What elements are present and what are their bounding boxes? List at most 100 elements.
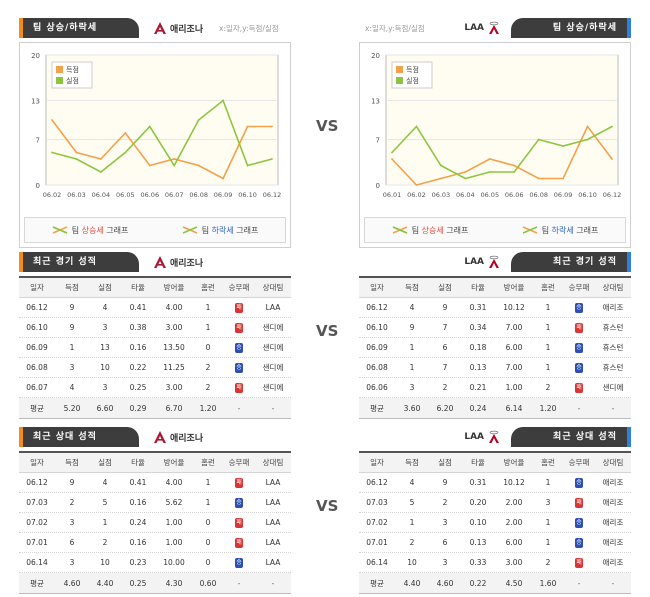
- lose-badge-icon: 패: [235, 518, 243, 528]
- average-cell: 0.24: [469, 403, 487, 413]
- table-cell: 4: [102, 303, 108, 312]
- table-row: 06.08 1 7 0.13 7.00 1 승 휴스턴: [359, 358, 631, 378]
- table-cell: 1: [409, 343, 415, 352]
- table-cell: 7.00: [505, 363, 523, 372]
- table-cell: 2: [205, 383, 211, 392]
- table-row: 06.12 9 4 0.41 4.00 1 패 LAA: [19, 298, 291, 318]
- column-header: 승무패: [228, 458, 250, 467]
- result-cell: 승: [223, 362, 255, 373]
- team-name: LAA: [464, 255, 501, 269]
- data-point: [197, 119, 200, 121]
- lose-badge-icon: 패: [575, 383, 583, 393]
- table-cell: 0: [205, 558, 211, 567]
- team-label: 애리조나: [170, 433, 204, 444]
- result-cell: 패: [223, 517, 255, 528]
- data-point: [611, 125, 613, 128]
- x-tick-label: 06.01: [383, 191, 402, 199]
- table-cell: 0.25: [129, 383, 147, 392]
- x-tick-label: 06.03: [432, 191, 451, 199]
- table-cell: 6.00: [505, 538, 523, 547]
- result-cell: 패: [563, 382, 595, 393]
- table-cell: 6: [442, 343, 448, 352]
- table-cell: 0.21: [469, 383, 487, 392]
- data-point: [464, 177, 467, 180]
- team-name: 애리조나: [153, 430, 203, 444]
- trend-chart-left: 0 7 13 20 06.02 06.03 06.04 06.05 06.06 06.07 06.0…: [19, 42, 291, 248]
- table-row: 06.09 1 6 0.18 6.00 1 승 휴스턴: [359, 338, 631, 358]
- trend-chart-svg: 0 7 13 20 06.01 06.02 06.03 06.04 06.05 06.06 06.0…: [371, 52, 622, 199]
- table-cell: 5: [102, 498, 108, 507]
- table-cell: 애리조: [602, 498, 624, 507]
- x-tick-label: 06.06: [140, 191, 159, 199]
- column-header: 상대팀: [262, 458, 284, 467]
- table-cell: 0.41: [129, 303, 147, 312]
- table-cell: 06.08: [26, 363, 48, 372]
- column-header: 홈런: [541, 283, 555, 292]
- data-point: [415, 184, 418, 186]
- team-name: 애리조나: [153, 255, 203, 269]
- series-line-실점: [51, 99, 273, 173]
- table-row: 07.02 1 3 0.10 2.00 1 승 애리조: [359, 513, 631, 533]
- table-cell: 0.13: [469, 538, 487, 547]
- column-header: 홈런: [201, 458, 215, 467]
- table-cell: 1: [545, 518, 551, 527]
- table-cell: 0.20: [469, 498, 487, 507]
- table-cell: 2: [545, 383, 551, 392]
- legend-swatch: [396, 66, 403, 73]
- table-row: 07.01 2 6 0.13 6.00 1 승 애리조: [359, 533, 631, 553]
- table-cell: 06.14: [366, 558, 388, 567]
- h2h-table-right: 일자 득점 실점 타율 방어율 홈런 승무패 상대팀 06.12 4 9 0.31 10.12 1 승 애리조…: [359, 451, 631, 594]
- table-cell: 0.34: [469, 323, 487, 332]
- data-point: [391, 151, 393, 154]
- table-cell: 애리조: [602, 518, 624, 527]
- table-cell: 5: [409, 498, 415, 507]
- table-cell: 3: [442, 518, 448, 527]
- x-tick-label: 06.05: [116, 191, 135, 199]
- data-point: [246, 164, 249, 167]
- table-cell: 07.03: [26, 498, 48, 507]
- column-header: 일자: [370, 458, 384, 467]
- down-trend-icon: [522, 226, 537, 234]
- table-cell: 1: [545, 478, 551, 487]
- average-cell: 6.14: [505, 403, 523, 413]
- team-label: LAA: [464, 23, 484, 33]
- average-cell: -: [577, 403, 581, 413]
- table-row: 07.02 3 1 0.24 1.00 0 패 LAA: [19, 513, 291, 533]
- y-tick-label: 7: [376, 137, 380, 145]
- table-cell: 10: [100, 558, 110, 567]
- table-cell: 1: [205, 478, 211, 487]
- x-tick-label: 06.04: [92, 191, 111, 199]
- column-header: 상대팀: [602, 458, 624, 467]
- trend-chart-right: 0 7 13 20 06.01 06.02 06.03 06.04 06.05 06.06 06.0…: [359, 42, 631, 248]
- table-row: 06.10 9 3 0.38 3.00 1 패 샌디에: [19, 318, 291, 338]
- average-cell: 6.20: [436, 403, 454, 413]
- data-point: [537, 177, 540, 180]
- table-cell: 6: [69, 538, 75, 547]
- table-cell: 휴스턴: [602, 363, 624, 372]
- x-tick-label: 06.08: [529, 191, 548, 199]
- table-cell: 06.10: [366, 323, 388, 332]
- average-cell: -: [271, 403, 275, 413]
- column-header: 일자: [370, 283, 384, 292]
- data-point: [488, 158, 491, 160]
- average-cell: 4.60: [63, 578, 81, 588]
- table-cell: 07.01: [26, 538, 48, 547]
- table-cell: 샌디에: [262, 343, 284, 352]
- table-cell: 10: [100, 363, 110, 372]
- table-cell: 7: [442, 323, 448, 332]
- table-cell: 0.24: [129, 518, 147, 527]
- x-tick-label: 06.06: [505, 191, 524, 199]
- average-cell: 4.30: [165, 578, 183, 588]
- table-row: 06.10 9 7 0.34 7.00 1 패 휴스턴: [359, 318, 631, 338]
- x-tick-label: 06.12: [603, 191, 622, 199]
- trend-chart-svg: 0 7 13 20 06.02 06.03 06.04 06.05 06.06 06.07 06.0…: [31, 52, 281, 199]
- table-cell: 07.02: [26, 518, 48, 527]
- table-cell: 06.14: [26, 558, 48, 567]
- average-cell: 6.60: [96, 403, 114, 413]
- column-header: 승무패: [228, 283, 250, 292]
- table-cell: 4: [102, 478, 108, 487]
- chart-legend-box: 팀 상승세 그래프 팀 하락세 그래프: [364, 217, 626, 243]
- column-header: 방어율: [503, 458, 525, 467]
- data-point: [51, 151, 53, 154]
- recent-panel-left: 최근 경기 성적 애리조나 일자 득점 실점 타율 방어율 홈런 승무패 상대팀 06.12 9 4…: [19, 252, 291, 419]
